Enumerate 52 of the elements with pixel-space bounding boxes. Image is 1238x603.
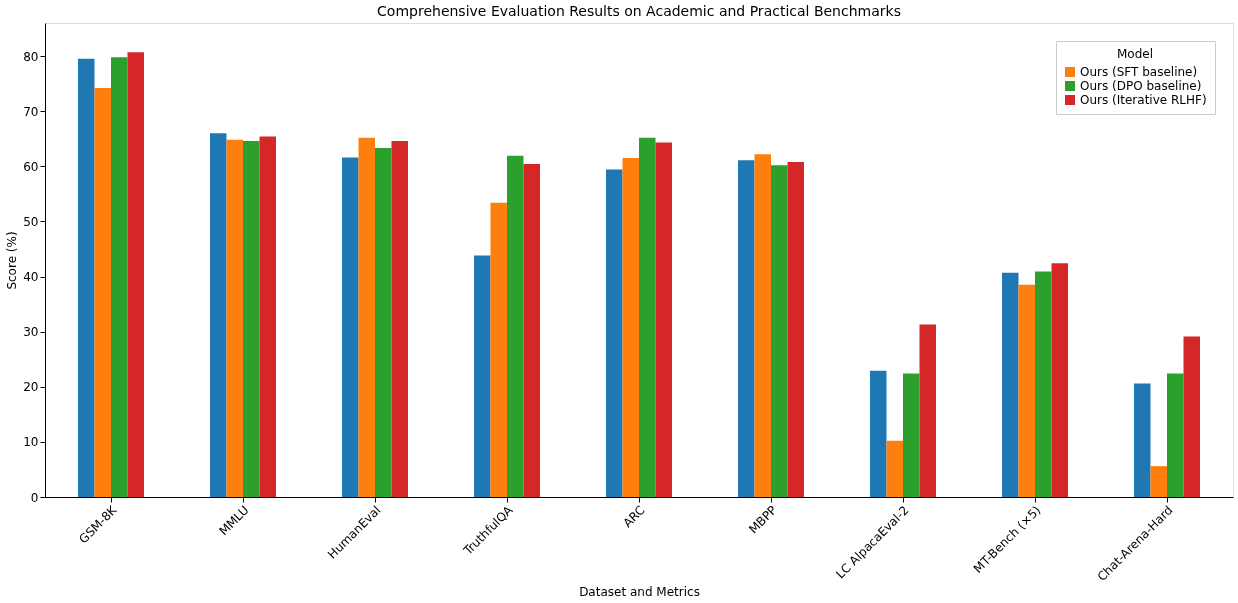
bar: [754, 154, 771, 497]
bar: [870, 370, 887, 497]
bar: [622, 158, 639, 497]
x-axis-title: Dataset and Metrics: [579, 585, 700, 600]
y-axis-title: Score (%): [5, 231, 20, 290]
y-tick-label: 50: [23, 214, 39, 229]
bar: [474, 255, 491, 497]
legend-title: Model: [1116, 47, 1154, 61]
y-tick-label: 30: [23, 325, 39, 340]
bar: [523, 164, 540, 497]
bar: [606, 169, 623, 497]
bar: [259, 136, 276, 497]
bar: [886, 440, 903, 497]
bar: [78, 58, 95, 497]
y-tick-label: 20: [23, 380, 39, 395]
bar: [127, 52, 144, 497]
legend-label: Ours (SFT baseline): [1080, 65, 1198, 79]
y-tick-label: 60: [23, 159, 39, 174]
chart-title: Comprehensive Evaluation Results on Academic and Practical Benchmarks: [377, 3, 901, 19]
bar: [1002, 272, 1019, 497]
bar: [358, 137, 375, 497]
bar: [111, 57, 128, 497]
bar: [507, 155, 524, 497]
bar: [1134, 383, 1151, 497]
y-tick-label: 10: [23, 435, 39, 450]
bar: [243, 140, 260, 497]
y-tick-label: 80: [23, 49, 39, 64]
bar: [639, 137, 656, 497]
y-tick-label: 70: [23, 104, 39, 119]
bar: [1035, 271, 1052, 497]
bar: [210, 133, 227, 497]
bar: [738, 160, 755, 497]
bar: [771, 165, 788, 497]
y-tick-label: 0: [30, 490, 39, 505]
bar: [903, 373, 920, 497]
legend-label: Ours (Iterative RLHF): [1080, 93, 1207, 107]
bar: [655, 142, 672, 497]
bar: [787, 161, 804, 497]
legend-label: Ours (DPO baseline): [1080, 79, 1202, 93]
bar: [919, 324, 936, 497]
bar: [1183, 336, 1200, 497]
bar: [342, 157, 359, 497]
bar: [226, 139, 243, 497]
bar: [391, 140, 408, 497]
bar: [1051, 263, 1068, 497]
bar: [375, 148, 392, 497]
bar: [1167, 373, 1184, 497]
y-tick-label: 40: [23, 270, 39, 285]
bar: [94, 88, 111, 497]
bar: [490, 202, 507, 497]
bar: [1018, 284, 1035, 497]
bar: [1150, 466, 1167, 497]
